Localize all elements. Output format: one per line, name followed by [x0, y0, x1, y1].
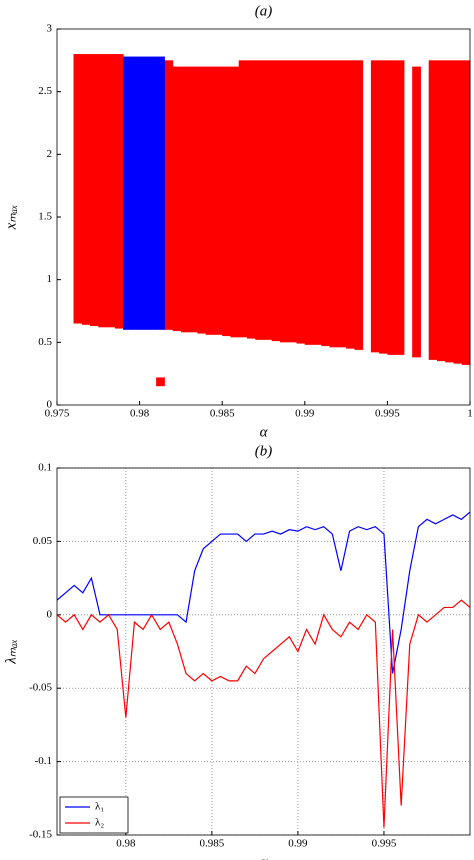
- band: [329, 60, 339, 348]
- y-tick-label: -0.05: [29, 682, 52, 694]
- band: [238, 60, 248, 338]
- band: [271, 60, 281, 342]
- y-axis-label: λₘₐₓ: [3, 639, 19, 665]
- band: [131, 56, 141, 330]
- band: [255, 60, 264, 340]
- line: [56, 511, 471, 674]
- plot-frame: [56, 28, 471, 406]
- band: [222, 66, 231, 337]
- x-tick-label: 0.975: [45, 408, 70, 420]
- x-tick-label: 0.995: [372, 838, 397, 850]
- band: [98, 54, 108, 328]
- band: [313, 60, 322, 345]
- line: [56, 599, 471, 828]
- band: [280, 60, 289, 343]
- band: [395, 60, 405, 355]
- band: [304, 60, 314, 345]
- y-tick-label: 2: [47, 148, 53, 160]
- y-tick-label: 0: [47, 608, 53, 620]
- y-tick-label: 0: [47, 399, 53, 411]
- x-tick-label: 0.99: [295, 408, 315, 420]
- y-tick-label: 2.5: [38, 85, 52, 97]
- y-tick-label: 0.1: [38, 462, 52, 474]
- band: [106, 54, 116, 328]
- band: [197, 66, 207, 334]
- plot-frame: [56, 467, 471, 836]
- band: [246, 60, 256, 339]
- band: [370, 60, 380, 353]
- band: [189, 66, 198, 333]
- y-tick-label: 1: [47, 273, 53, 285]
- legend-box: [59, 796, 129, 834]
- y-tick-label: 0.5: [38, 336, 52, 348]
- x-axis-label: α: [260, 424, 269, 440]
- x-tick-label: 0.985: [210, 408, 235, 420]
- y-tick-label: -0.1: [35, 755, 52, 767]
- band: [296, 60, 306, 344]
- band: [428, 60, 438, 360]
- band: [263, 60, 273, 340]
- band: [213, 66, 223, 335]
- band: [114, 54, 124, 329]
- band: [139, 56, 149, 330]
- band: [387, 60, 397, 355]
- band: [205, 66, 215, 335]
- band: [412, 66, 421, 358]
- x-tick-label: 0.995: [375, 408, 400, 420]
- band: [172, 66, 182, 332]
- chart-title: (b): [255, 443, 273, 459]
- band: [354, 60, 364, 350]
- band: [123, 56, 132, 330]
- band: [156, 377, 165, 387]
- band: [337, 60, 347, 348]
- band: [164, 60, 174, 330]
- band: [461, 60, 471, 365]
- band: [180, 66, 190, 333]
- x-tick-label: 0.99: [288, 838, 308, 850]
- legend-label: λ₁: [95, 801, 104, 813]
- band: [73, 54, 83, 324]
- y-tick-label: 0.05: [33, 535, 53, 547]
- band: [453, 60, 463, 364]
- band: [230, 66, 240, 338]
- legend-label: λ₂: [95, 817, 104, 829]
- x-axis-label: α: [260, 854, 269, 860]
- band: [445, 60, 454, 363]
- chart-title: (a): [255, 3, 273, 19]
- band: [90, 54, 99, 327]
- x-tick-label: 0.985: [200, 838, 225, 850]
- band: [436, 60, 446, 362]
- y-tick-label: 3: [47, 23, 53, 35]
- x-tick-label: 1: [467, 408, 473, 420]
- x-tick-label: 0.98: [130, 408, 150, 420]
- band: [147, 56, 157, 330]
- band: [81, 54, 91, 325]
- y-tick-label: -0.15: [29, 829, 52, 841]
- band: [379, 60, 388, 354]
- band: [346, 60, 355, 349]
- band: [156, 56, 165, 330]
- band: [321, 60, 331, 347]
- y-axis-label: xₘₐₓ: [3, 205, 19, 231]
- x-tick-label: 0.98: [116, 838, 136, 850]
- y-tick-label: 1.5: [38, 211, 52, 223]
- band: [288, 60, 298, 343]
